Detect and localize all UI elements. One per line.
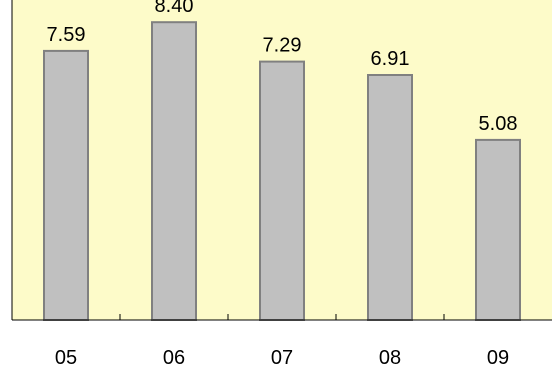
x-tick-label-06: 06 <box>163 347 185 369</box>
data-label-05: 7.59 <box>47 24 86 46</box>
data-label-07: 7.29 <box>263 35 302 57</box>
bar-09 <box>475 138 521 321</box>
bar-06 <box>151 21 197 321</box>
x-tick-label-08: 08 <box>379 347 401 369</box>
data-label-06: 8.40 <box>155 0 194 17</box>
data-label-09: 5.08 <box>479 113 518 135</box>
x-tick-label-09: 09 <box>487 347 509 369</box>
x-tick-label-05: 05 <box>55 347 77 369</box>
bar-08 <box>367 74 413 321</box>
x-tick-label-07: 07 <box>271 347 293 369</box>
bar-05 <box>43 49 89 322</box>
bar-07 <box>259 60 305 321</box>
data-label-08: 6.91 <box>371 48 410 70</box>
